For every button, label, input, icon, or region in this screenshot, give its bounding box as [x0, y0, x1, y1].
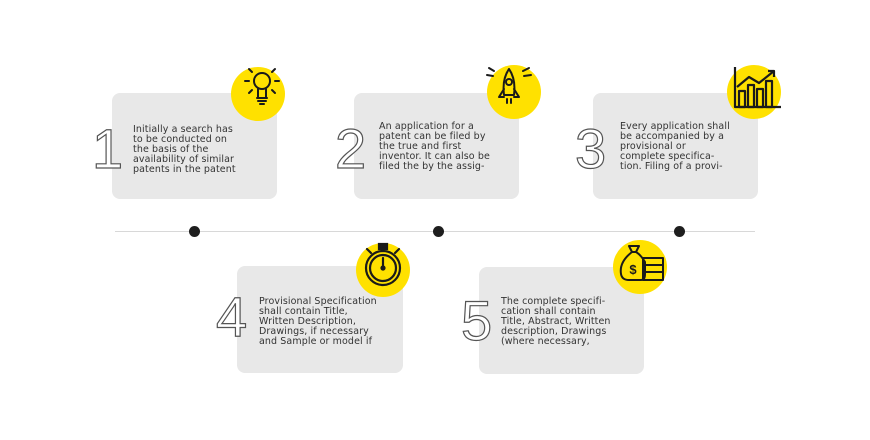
rocket-icon	[487, 65, 541, 119]
step-badge-5: $	[613, 240, 667, 294]
money-bag-icon: $	[613, 240, 667, 294]
step-text-5: The complete specifi- cation shall conta…	[501, 297, 611, 347]
step-badge-2	[487, 65, 541, 119]
step-number-1: 1	[92, 121, 123, 177]
timeline-dot-2	[433, 226, 444, 237]
step-text-3: Every application shall be accompanied b…	[620, 122, 730, 172]
growth-chart-icon	[727, 65, 781, 119]
dollar-sign: $	[629, 262, 637, 277]
step-badge-4	[356, 243, 410, 297]
timeline-dot-3	[674, 226, 685, 237]
step-number-2: 2	[335, 121, 366, 177]
step-badge-3	[727, 65, 781, 119]
step-number-5: 5	[461, 293, 492, 349]
step-text-1: Initially a search has to be conducted o…	[133, 125, 236, 175]
step-number-3: 3	[575, 121, 606, 177]
lightbulb-icon	[231, 67, 285, 121]
step-number-4: 4	[216, 289, 247, 345]
timeline-dot-1	[189, 226, 200, 237]
step-badge-1	[231, 67, 285, 121]
step-text-2: An application for a patent can be filed…	[379, 122, 490, 172]
stopwatch-icon	[356, 243, 410, 297]
step-text-4: Provisional Specification shall contain …	[259, 297, 377, 347]
